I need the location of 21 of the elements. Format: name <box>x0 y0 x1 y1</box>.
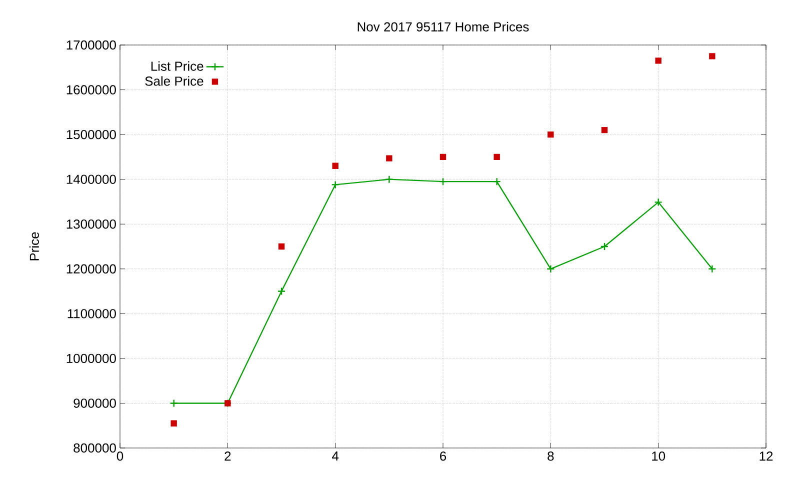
x-tick-label: 10 <box>652 452 666 461</box>
y-axis-title: Price <box>29 232 39 260</box>
y-tick-label: 1600000 <box>66 85 116 94</box>
legend-label: List Price <box>151 61 204 71</box>
y-tick-label: 1100000 <box>68 309 116 318</box>
y-tick-label: 1400000 <box>66 174 116 184</box>
x-tick-label: 0 <box>116 452 124 461</box>
x-tick-label: 4 <box>332 452 339 460</box>
legend-label: Sale Price <box>145 76 204 86</box>
x-tick-label: 6 <box>440 452 446 461</box>
y-tick-label: 900000 <box>74 398 116 408</box>
y-tick-label: 1000000 <box>66 354 116 364</box>
x-tick-label: 12 <box>760 452 773 461</box>
chart-title: Nov 2017 95117 Home Prices <box>358 22 529 32</box>
y-tick-label: 1700000 <box>66 40 116 50</box>
y-tick-label: 1200000 <box>66 264 116 274</box>
y-tick-label: 1300000 <box>66 220 116 229</box>
x-tick-label: 2 <box>224 452 231 461</box>
y-tick-label: 1500000 <box>66 130 116 140</box>
y-tick-label: 800000 <box>74 443 116 453</box>
x-tick-label: 8 <box>548 452 554 461</box>
